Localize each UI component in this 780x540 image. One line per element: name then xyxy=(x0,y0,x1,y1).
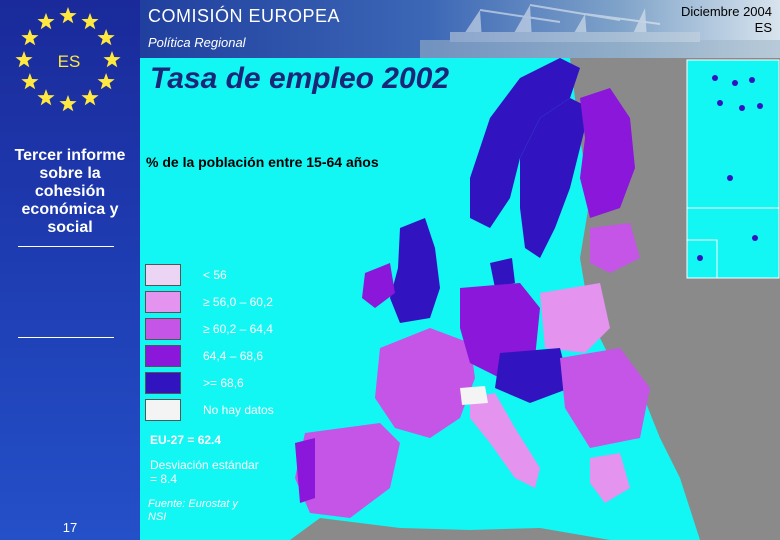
region-denmark xyxy=(490,258,515,288)
eu-star-icon xyxy=(37,12,55,30)
legend-item: >= 68,6 xyxy=(145,372,345,396)
map-subtitle: % de la población entre 15-64 años xyxy=(146,154,379,170)
region-ireland xyxy=(362,263,395,308)
region-portugal xyxy=(295,438,315,503)
divider xyxy=(18,246,114,247)
legend-item: ≥ 56,0 – 60,2 xyxy=(145,291,345,315)
country-code: ES xyxy=(57,52,81,71)
legend-label: ≥ 56,0 – 60,2 xyxy=(203,295,273,309)
region-uk xyxy=(390,218,440,323)
eu-star-icon xyxy=(21,73,39,90)
legend-item: ≥ 60,2 – 64,4 xyxy=(145,318,345,342)
eu-star-icon xyxy=(37,89,55,106)
eu-flag-icon xyxy=(15,7,121,112)
date-block: Diciembre 2004 ES xyxy=(681,4,772,36)
legend-swatch xyxy=(145,291,181,313)
legend-swatch xyxy=(145,345,181,367)
std-deviation: Desviación estándar = 8.4 xyxy=(150,458,259,486)
legend-label: >= 68,6 xyxy=(203,376,244,390)
legend-swatch xyxy=(145,318,181,340)
legend-item: < 56 xyxy=(145,264,345,288)
legend-item: 64,4 – 68,6 xyxy=(145,345,345,369)
eu-star-icon xyxy=(59,7,77,24)
region-baltics xyxy=(590,223,640,273)
legend-label: ≥ 60,2 – 64,4 xyxy=(203,322,273,336)
header-banner xyxy=(140,0,780,58)
eu-star-icon xyxy=(97,29,115,46)
inset-islands xyxy=(697,75,763,261)
date-text: Diciembre 2004 xyxy=(680,4,772,19)
region-poland xyxy=(540,283,610,353)
eu-star-icon xyxy=(103,51,121,68)
page-number: 17 xyxy=(62,520,78,535)
eu-star-icon xyxy=(97,73,115,90)
legend-swatch xyxy=(145,264,181,286)
dg-subtitle: Política Regional xyxy=(148,35,246,50)
region-no-data xyxy=(460,386,488,405)
sidebar xyxy=(0,0,140,540)
legend-label: 64,4 – 68,6 xyxy=(203,349,264,363)
port-photo-icon xyxy=(420,4,780,58)
region-southeast xyxy=(560,348,650,448)
source-note: Fuente: Eurostat y NSI xyxy=(148,498,238,523)
legend-swatch xyxy=(145,399,181,421)
organization-name: COMISIÓN EUROPEA xyxy=(148,6,341,26)
legend-label: No hay datos xyxy=(203,403,274,417)
report-title: Tercer informe sobre la cohesión económi… xyxy=(14,147,126,236)
region-france xyxy=(375,328,475,438)
eu-average: EU-27 = 62.4 xyxy=(150,433,222,447)
region-finland xyxy=(580,88,635,218)
legend-item: No hay datos xyxy=(145,399,345,423)
region-norway xyxy=(470,58,580,228)
map-title: Tasa de empleo 2002 xyxy=(150,62,450,95)
region-iberia xyxy=(295,423,400,518)
legend-swatch xyxy=(145,372,181,394)
divider xyxy=(18,337,114,338)
eu-star-icon xyxy=(81,12,99,30)
eu-star-icon xyxy=(21,29,39,46)
region-greece xyxy=(590,453,630,503)
lang-code: ES xyxy=(754,20,772,35)
region-italy xyxy=(470,393,540,488)
north-africa xyxy=(290,518,610,540)
europe-map xyxy=(290,58,780,540)
eu-star-icon xyxy=(81,89,99,106)
eu-star-icon xyxy=(59,95,77,112)
legend-label: < 56 xyxy=(203,268,227,282)
map-panel xyxy=(140,58,780,540)
region-central xyxy=(495,348,570,403)
region-sweden xyxy=(520,98,590,258)
eu-star-icon xyxy=(15,51,33,68)
